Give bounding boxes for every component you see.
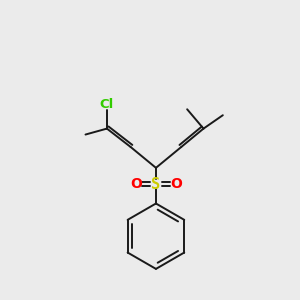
- Text: O: O: [130, 177, 142, 191]
- Text: S: S: [152, 177, 160, 192]
- Text: Cl: Cl: [100, 98, 114, 111]
- Text: O: O: [170, 177, 182, 191]
